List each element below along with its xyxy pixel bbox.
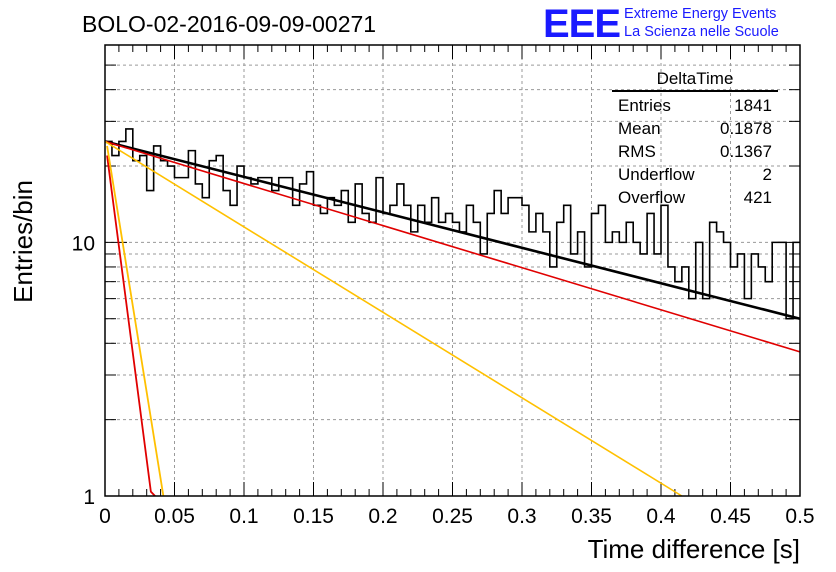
y-tick-label: 1	[83, 486, 95, 509]
stats-label: Mean	[618, 119, 661, 138]
histogram-series	[105, 128, 800, 320]
fit-curve-3	[106, 155, 156, 497]
fit-curves	[104, 140, 801, 497]
x-tick-label: 0.4	[646, 505, 676, 528]
fit-curve-4	[106, 145, 165, 497]
stats-value: 0.1878	[720, 119, 772, 138]
x-tick-label: 0.1	[229, 505, 258, 528]
x-tick-label: 0.05	[154, 505, 195, 528]
stats-row-rms: RMS 0.1367	[612, 140, 778, 163]
stats-row-overflow: Overflow 421	[612, 186, 778, 209]
x-axis-label: Time difference [s]	[588, 534, 800, 564]
plot-frame	[104, 44, 801, 497]
fit-curve-1	[104, 140, 801, 353]
stats-box: DeltaTime Entries 1841 Mean 0.1878 RMS 0…	[612, 69, 778, 209]
x-tick-label: 0.45	[710, 505, 751, 528]
eee-logo: EEE Extreme Energy Events La Scienza nel…	[543, 4, 779, 44]
stats-row-mean: Mean 0.1878	[612, 117, 778, 140]
fit-curve-0	[104, 140, 801, 320]
fit-curve-2	[104, 140, 683, 497]
x-tick-label: 0.2	[368, 505, 397, 528]
logo-line-1: Extreme Energy Events	[624, 6, 777, 22]
stats-label: RMS	[618, 142, 656, 161]
stats-row-underflow: Underflow 2	[612, 163, 778, 186]
x-tick-label: 0.35	[571, 505, 612, 528]
stats-value: 421	[743, 188, 772, 207]
stats-label: Underflow	[618, 165, 695, 184]
x-tick-label: 0	[99, 505, 111, 528]
chart-title: BOLO-02-2016-09-09-00271	[82, 11, 377, 37]
y-tick-label: 10	[72, 232, 95, 255]
x-tick-label: 0.3	[507, 505, 536, 528]
logo-line-2: La Scienza nelle Scuole	[624, 24, 779, 40]
eee-logo-mark: EEE	[543, 2, 621, 46]
stats-value: 0.1367	[720, 142, 772, 161]
tick-labels: 0 0.05 0.1 0.15 0.2 0.25 0.3 0.35 0.4 0.45 0.5 1 10	[72, 232, 815, 528]
x-tick-label: 0.25	[432, 505, 473, 528]
stats-row-entries: Entries 1841	[612, 94, 778, 117]
stats-box-title: DeltaTime	[612, 69, 778, 92]
stats-label: Entries	[618, 96, 671, 115]
histogram-line	[105, 128, 800, 320]
y-axis-label: Entries/bin	[8, 180, 38, 303]
x-tick-label: 0.5	[785, 505, 814, 528]
stats-label: Overflow	[618, 188, 686, 207]
stats-value: 2	[762, 165, 772, 184]
stats-value: 1841	[734, 96, 772, 115]
eee-logo-text: Extreme Energy Events La Scienza nelle S…	[624, 4, 779, 41]
x-tick-label: 0.15	[293, 505, 334, 528]
